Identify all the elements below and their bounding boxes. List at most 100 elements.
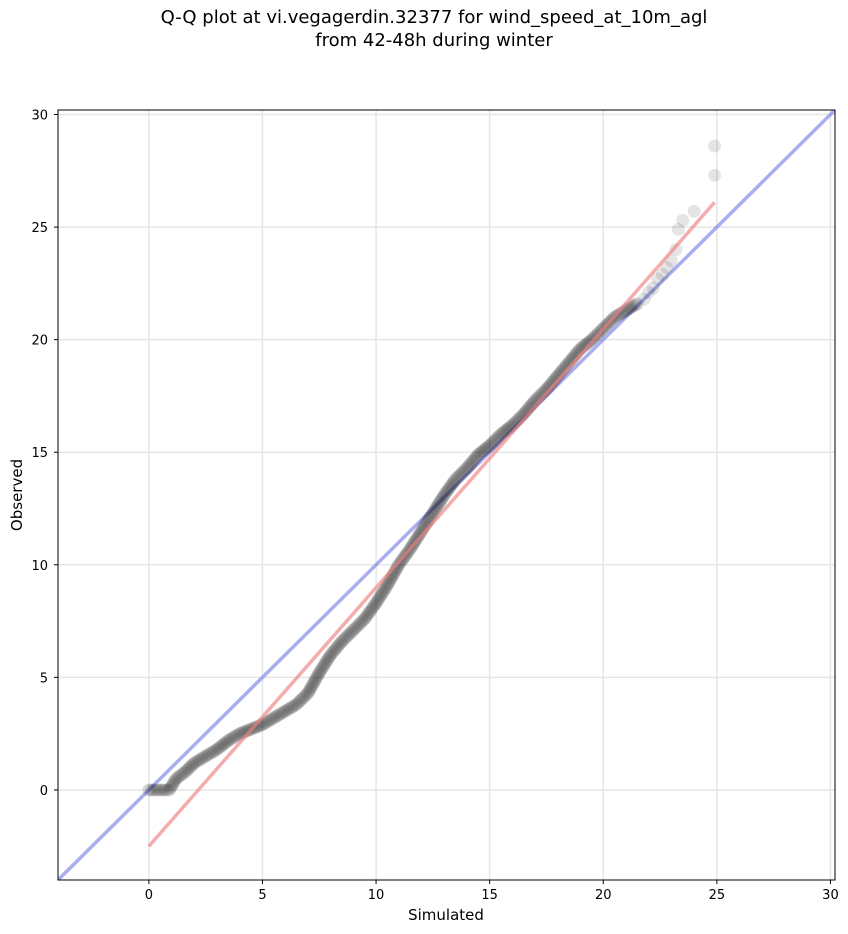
data-point xyxy=(304,681,318,695)
data-point xyxy=(433,495,447,509)
fit-line xyxy=(147,201,716,848)
data-point xyxy=(364,603,378,617)
data-point xyxy=(367,600,381,614)
data-point xyxy=(447,474,461,488)
data-point xyxy=(291,696,305,710)
data-point xyxy=(259,715,273,729)
tail-point xyxy=(687,204,701,218)
data-point xyxy=(463,458,477,472)
data-point xyxy=(627,299,641,313)
data-point xyxy=(436,490,450,504)
data-point xyxy=(376,585,390,599)
x-tick-label: 20 xyxy=(595,888,612,903)
y-tick-label: 20 xyxy=(31,334,48,349)
data-point xyxy=(302,684,316,698)
data-point xyxy=(479,441,493,455)
y-tick-label: 15 xyxy=(31,446,48,461)
data-point xyxy=(494,427,508,441)
data-point xyxy=(225,731,239,745)
tail-point xyxy=(637,292,651,306)
data-point xyxy=(432,497,446,511)
data-point xyxy=(197,750,211,764)
data-point xyxy=(483,438,497,452)
data-point xyxy=(153,783,167,797)
data-point xyxy=(267,711,281,725)
data-point xyxy=(457,464,471,478)
data-point xyxy=(201,748,215,762)
data-point xyxy=(278,704,292,718)
data-point xyxy=(223,732,237,746)
data-point xyxy=(269,710,283,724)
data-point xyxy=(488,434,502,448)
data-point xyxy=(280,703,294,717)
data-point xyxy=(486,435,500,449)
data-point xyxy=(461,459,475,473)
y-tick-label: 25 xyxy=(31,221,48,236)
x-tick-label: 15 xyxy=(481,888,498,903)
data-point xyxy=(165,779,179,793)
data-point xyxy=(309,671,323,685)
data-point xyxy=(440,484,454,498)
data-point xyxy=(299,688,313,702)
data-point xyxy=(218,736,232,750)
data-point xyxy=(325,646,339,660)
data-point xyxy=(298,689,312,703)
data-point xyxy=(158,783,172,797)
data-point xyxy=(316,660,330,674)
data-point xyxy=(340,630,354,644)
x-tick-label: 10 xyxy=(368,888,385,903)
data-point xyxy=(312,666,326,680)
data-point xyxy=(175,768,189,782)
data-point xyxy=(315,662,329,676)
data-point xyxy=(173,769,187,783)
data-point xyxy=(144,783,158,797)
data-point xyxy=(293,694,307,708)
y-tick-label: 30 xyxy=(31,109,48,124)
data-point xyxy=(334,636,348,650)
data-point xyxy=(321,651,335,665)
data-point xyxy=(358,612,372,626)
data-point xyxy=(337,633,351,647)
data-point xyxy=(478,442,492,456)
data-point xyxy=(167,775,181,789)
reference-line xyxy=(58,110,835,880)
data-point xyxy=(181,762,195,776)
y-axis-label: Observed xyxy=(8,459,26,531)
data-point xyxy=(476,444,490,458)
data-point xyxy=(187,756,201,770)
data-point xyxy=(428,502,442,516)
data-point xyxy=(320,653,334,667)
data-point xyxy=(473,446,487,460)
data-point xyxy=(319,655,333,669)
data-point xyxy=(628,298,642,312)
data-point xyxy=(427,504,441,518)
data-point xyxy=(445,477,459,491)
data-point xyxy=(204,746,218,760)
data-point xyxy=(229,729,243,743)
data-point xyxy=(391,560,405,574)
data-point xyxy=(328,643,342,657)
data-point xyxy=(329,641,343,655)
data-point xyxy=(449,472,463,486)
data-point xyxy=(308,673,322,687)
data-point xyxy=(430,499,444,513)
data-point xyxy=(496,426,510,440)
data-point xyxy=(189,755,203,769)
data-point xyxy=(324,648,338,662)
data-point xyxy=(169,772,183,786)
chart-title-line-2: from 42-48h during winter xyxy=(315,30,553,51)
data-point xyxy=(305,679,319,693)
data-point xyxy=(452,469,466,483)
data-point xyxy=(350,620,364,634)
data-point xyxy=(464,456,478,470)
data-point xyxy=(491,430,505,444)
x-tick-label: 25 xyxy=(709,888,726,903)
tail-point xyxy=(651,272,665,286)
data-point xyxy=(317,659,331,673)
x-tick-label: 30 xyxy=(822,888,839,903)
data-point xyxy=(426,506,440,520)
x-tick-label: 0 xyxy=(145,888,153,903)
data-point xyxy=(227,730,241,744)
tail-point xyxy=(708,168,722,182)
